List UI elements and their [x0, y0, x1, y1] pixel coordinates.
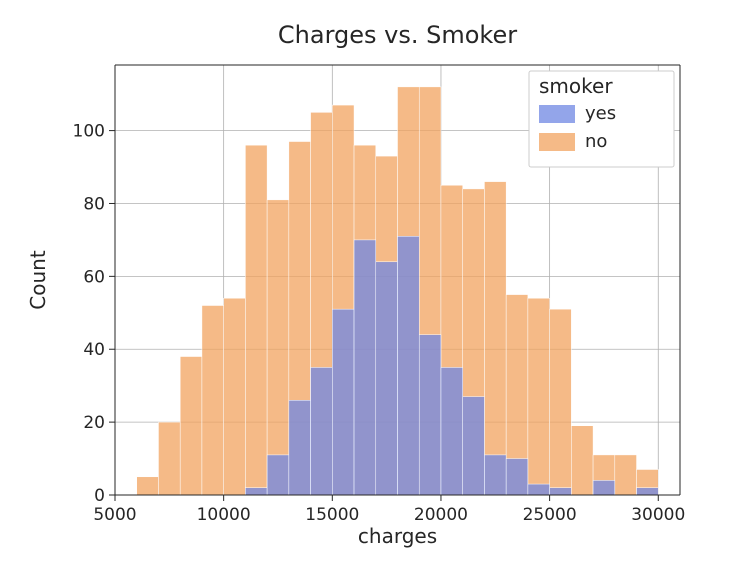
bar-yes — [376, 262, 398, 495]
y-tick-label: 0 — [94, 486, 105, 506]
x-tick-label: 30000 — [631, 505, 685, 525]
bar-yes — [550, 488, 572, 495]
x-axis-label: charges — [358, 524, 437, 548]
bar-no — [615, 455, 637, 495]
bar-no — [550, 309, 572, 495]
y-tick-label: 20 — [83, 413, 105, 433]
x-tick-label: 20000 — [414, 505, 468, 525]
chart-container: 5000 10000 15000 20000 25000 30000 0 20 40 60 80 10… — [0, 0, 750, 575]
legend-swatch-yes — [539, 105, 575, 123]
bar-yes — [441, 367, 463, 495]
bar-yes — [484, 455, 506, 495]
bar-yes — [332, 309, 354, 495]
bar-no — [571, 426, 593, 495]
bar-no — [224, 298, 246, 495]
y-tick-label: 40 — [83, 340, 105, 360]
histogram-chart: 5000 10000 15000 20000 25000 30000 0 20 40 60 80 10… — [0, 0, 750, 575]
legend: smoker yes no — [529, 71, 674, 167]
x-tick-label: 5000 — [93, 505, 136, 525]
bar-no — [180, 357, 202, 495]
chart-title: Charges vs. Smoker — [278, 21, 517, 49]
bar-yes — [289, 400, 311, 495]
bar-yes — [267, 455, 289, 495]
bar-no — [158, 422, 180, 495]
bar-no — [202, 306, 224, 495]
x-tick-label: 15000 — [305, 505, 359, 525]
x-tick-label: 25000 — [523, 505, 577, 525]
y-axis-label: Count — [26, 250, 50, 310]
y-tick-label: 100 — [73, 122, 105, 142]
bar-yes — [593, 480, 615, 495]
y-tick-label: 80 — [83, 194, 105, 214]
bar-no — [484, 182, 506, 495]
legend-label-yes: yes — [585, 103, 616, 124]
bar-yes — [354, 240, 376, 495]
bar-yes — [463, 397, 485, 495]
bar-no — [528, 298, 550, 495]
bar-no — [137, 477, 159, 495]
x-tick-label: 10000 — [197, 505, 251, 525]
legend-title: smoker — [539, 74, 613, 98]
legend-swatch-no — [539, 133, 575, 151]
bar-yes — [419, 335, 441, 495]
bar-yes — [398, 236, 420, 495]
bar-no — [267, 200, 289, 495]
bar-yes — [528, 484, 550, 495]
bar-yes — [245, 488, 267, 495]
bar-no — [245, 145, 267, 495]
bar-yes — [506, 459, 528, 495]
legend-label-no: no — [585, 131, 607, 152]
y-tick-label: 60 — [83, 267, 105, 287]
bar-yes — [637, 488, 659, 495]
bar-yes — [311, 367, 333, 495]
